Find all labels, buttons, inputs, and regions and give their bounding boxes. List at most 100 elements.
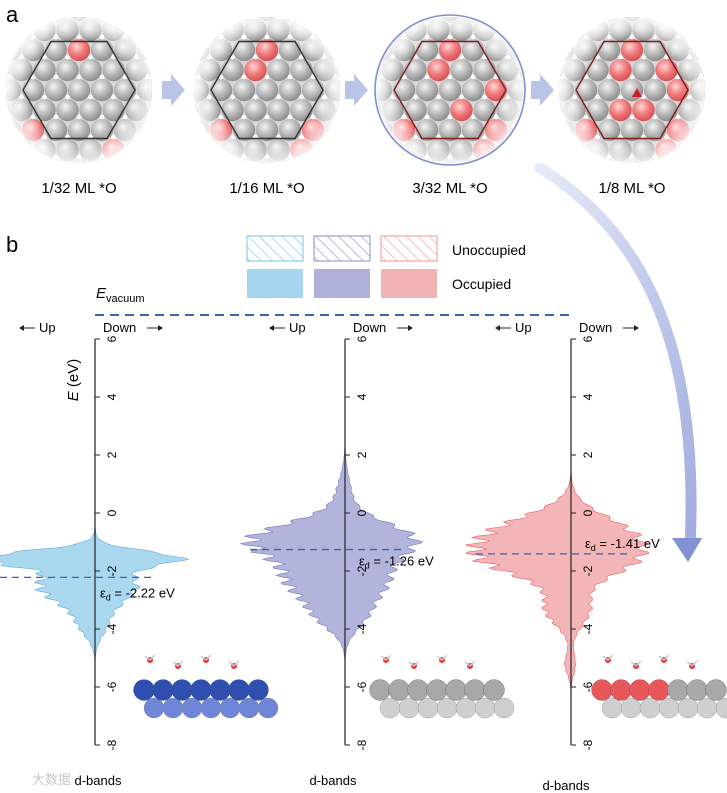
silver-atom [519,138,523,162]
silver-atom [713,0,727,21]
evacuum-symbol: E [96,285,107,302]
silver-atom [392,158,416,163]
silver-atom [347,39,369,61]
coverage-label: 1/8 ML *O [599,180,666,197]
silver-atom [148,98,152,122]
silver-atom [324,17,340,22]
silver-atom [529,119,551,141]
silver-atom [507,17,523,22]
silver-atom [348,159,370,181]
silver-atom [209,17,233,22]
energy-tick-label: 4 [355,393,369,400]
silver-atom [278,17,302,22]
dos-area-purple [240,344,424,722]
slab-model-purple [369,654,515,719]
silver-atom [171,19,193,41]
silver-atom [347,0,369,21]
silver-atom [377,18,381,42]
silver-atom [643,17,667,22]
silver-atom [542,139,564,161]
coverage-label: 3/32 ML *O [412,180,487,197]
energy-tick-label: -2 [355,565,369,576]
unit-cell-hexagon [210,40,324,140]
curved-arrow [534,162,697,554]
energy-tick-label: -4 [355,623,369,634]
silver-atom [21,158,45,163]
silver-atom [559,18,563,42]
legend: Unoccupied Occupied [246,235,526,298]
silver-atom [301,17,325,22]
evacuum-label: Evacuum [96,285,145,305]
legend-occupied-red [381,269,437,298]
silver-atom [559,98,563,122]
silver-atom [148,138,152,162]
energy-tick-label: -4 [581,623,595,634]
energy-tick-label: 0 [355,509,369,516]
legend-occupied-blue [247,269,303,298]
surface-model-4: 1/8 ML *O [529,0,727,197]
silver-atom [484,158,508,163]
silver-atom [194,18,198,42]
silver-atom [301,158,325,163]
energy-tick-label: -6 [581,681,595,692]
silver-atom [160,119,182,141]
silver-atom [160,39,182,61]
energy-tick-label: 0 [105,509,119,516]
silver-atom [136,158,152,163]
silver-atom [666,158,690,163]
silver-atom [574,158,598,163]
silver-atom [531,0,553,21]
progression-arrow-2 [345,74,368,106]
energy-tick-label: 2 [581,451,595,458]
silver-atom [194,17,210,22]
silver-atom [701,98,705,122]
silver-atom [278,158,302,163]
silver-atom [359,19,381,41]
silver-atom [347,159,369,181]
silver-atom [377,138,381,162]
silver-atom [171,99,193,121]
energy-axis-title: E (eV) [65,359,82,402]
silver-atom [597,17,621,22]
legend-unoccupied-blue [246,235,304,262]
dos-panel-red: 6 4 2 0 -2 -4 -6 -8 Up Down εd = -1.41 eV d-bands [465,320,727,793]
silver-atom [194,158,210,163]
silver-atom [519,18,523,42]
down-label: Down [353,320,386,335]
silver-atom [597,158,621,163]
silver-atom [377,158,393,163]
legend-unoccupied-label: Unoccupied [452,242,526,258]
silver-atom [336,18,340,42]
silver-atom [164,159,186,181]
silver-atom [44,17,68,22]
silver-atom [171,59,193,81]
energy-tick-label: 6 [581,335,595,342]
silver-atom [136,17,152,22]
d-band-center-label: εd = -1.26 eV [359,554,434,571]
energy-tick-label: -2 [581,565,595,576]
silver-atom [531,39,553,61]
legend-occupied-label: Occupied [452,276,511,292]
silver-atom [113,158,137,163]
silver-atom [643,158,667,163]
silver-atom [148,18,152,42]
silver-atom [689,17,705,22]
legend-occupied-purple [314,269,370,298]
silver-atom [701,18,705,42]
silver-atom [347,119,369,141]
silver-atom [713,79,727,101]
evacuum-subscript: vacuum [106,293,145,305]
up-label: Up [289,320,306,335]
energy-tick-label: -8 [581,739,595,750]
down-label: Down [103,320,136,335]
highlight-ring [374,14,526,166]
unit-cell-hexagon [22,40,136,140]
silver-atom [377,17,393,22]
dos-area-blue [0,344,190,722]
oxygen-atom [148,58,152,82]
silver-atom [160,0,182,21]
legend-unoccupied-purple [313,235,371,262]
silver-atom [6,158,22,163]
silver-atom [194,138,198,162]
